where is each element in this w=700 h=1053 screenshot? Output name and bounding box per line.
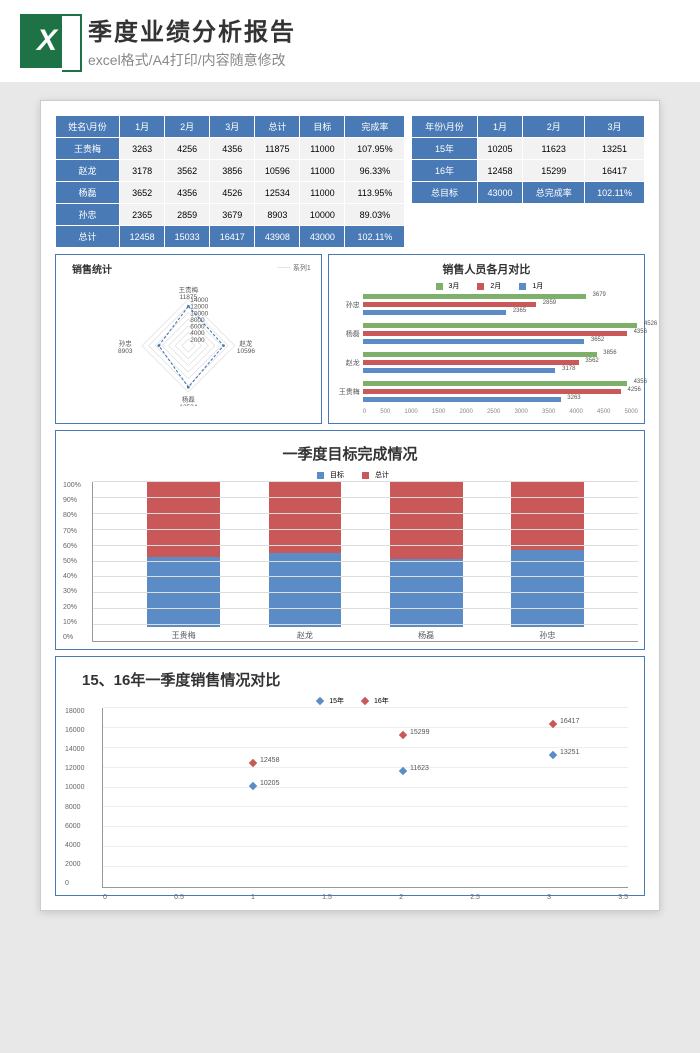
svg-text:孙忠: 孙忠 xyxy=(119,339,133,348)
svg-text:杨磊: 杨磊 xyxy=(182,394,196,403)
year-compare-table: 年份\月份1月2月3月 15年10205116231325116年1245815… xyxy=(411,115,645,204)
page-header: X 季度业绩分析报告 excel格式/A4打印/内容随意修改 xyxy=(0,0,700,82)
document-page: 姓名\月份1月2月3月总计目标完成率 王贵梅326342564356118751… xyxy=(40,100,660,911)
excel-icon: X xyxy=(20,14,74,68)
svg-text:2000: 2000 xyxy=(190,337,205,344)
svg-text:11875: 11875 xyxy=(180,294,198,301)
header-subtitle: excel格式/A4打印/内容随意修改 xyxy=(88,50,296,70)
scatter-chart: 15、16年一季度销售情况对比 15年16年 02000400060008000… xyxy=(55,656,645,896)
svg-text:8903: 8903 xyxy=(118,348,133,355)
radar-chart: 销售统计 ┄┄ 系列1 1400012000100008000600040002… xyxy=(55,254,322,424)
svg-text:王贵梅: 王贵梅 xyxy=(179,285,199,294)
main-data-table: 姓名\月份1月2月3月总计目标完成率 王贵梅326342564356118751… xyxy=(55,115,405,248)
svg-text:10596: 10596 xyxy=(237,348,255,355)
svg-text:12534: 12534 xyxy=(179,404,197,406)
stacked-chart: 一季度目标完成情况 目标总计 100%90%80%70%60%50%40%30%… xyxy=(55,430,645,650)
svg-text:赵龙: 赵龙 xyxy=(239,339,253,348)
hbar-chart: 销售人员各月对比 3月2月1月 3679孙忠285923654526杨磊4356… xyxy=(328,254,645,424)
header-title: 季度业绩分析报告 xyxy=(88,12,296,47)
